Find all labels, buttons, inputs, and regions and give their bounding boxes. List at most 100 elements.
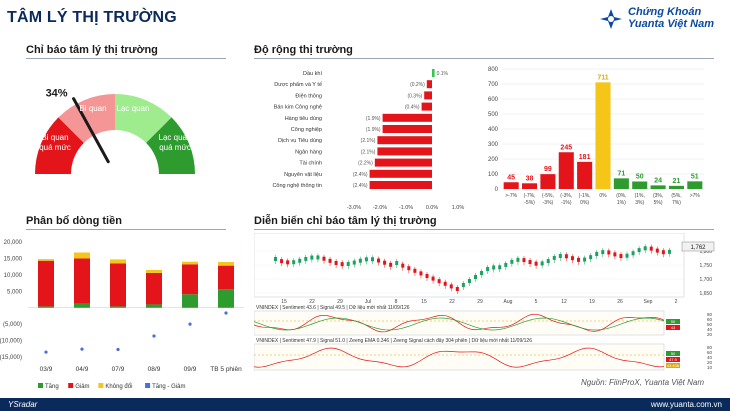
candle-body: [564, 254, 568, 259]
gauge-segment-label: Bi quan: [79, 104, 106, 113]
breadth-x-label: (-1%,: [579, 193, 591, 199]
breadth-bar: [577, 161, 593, 189]
sentiment-tick: 40: [707, 327, 713, 332]
flow-bar-segment: [38, 306, 54, 308]
candle-body: [425, 274, 429, 278]
flow-bar-segment: [110, 263, 126, 307]
flow-y-tick: (15,000): [0, 355, 22, 361]
legend-swatch: [38, 383, 43, 388]
breadth-value-label: 181: [579, 154, 591, 161]
breadth-x-label: 0%): [580, 200, 589, 206]
money-flow-chart: 20,000 15,000 10,000 5,000 (5,000) (10,000) (1…: [0, 240, 244, 390]
flow-bar-segment: [74, 303, 90, 308]
gauge-segment: [58, 94, 115, 143]
flow-x-label: 03/9: [40, 366, 53, 373]
section-title-breadth: Độ rộng thị trường: [254, 44, 353, 56]
zeeng-badge: [666, 351, 680, 356]
candle-body: [510, 259, 514, 264]
sector-bar: [382, 113, 432, 122]
brand-line1: Chứng Khoán: [628, 6, 702, 18]
zeeng-tick: 80: [707, 345, 713, 350]
candle-body: [395, 261, 399, 265]
candle-body: [298, 258, 302, 263]
section-divider: [254, 58, 714, 59]
zeeng-badge-label: 47.9: [669, 357, 678, 362]
breadth-x-label: >-7%: [505, 193, 517, 199]
candle-body: [613, 252, 617, 257]
sentiment-tick: 60: [707, 317, 713, 322]
sentiment-badge-label: 50: [671, 319, 676, 324]
breadth-value-label: 99: [544, 166, 552, 173]
candle-body: [595, 252, 599, 257]
breadth-bar: [687, 181, 703, 189]
flow-bar-segment: [110, 259, 126, 264]
breadth-value-label: 24: [654, 177, 662, 184]
candle-body: [504, 262, 508, 267]
candle-body: [401, 263, 405, 268]
candle-body: [474, 275, 477, 279]
candle-body: [625, 253, 629, 258]
sentiment-history-chart: 1,800 1,750 1,700 1,650 1,762 15 22 29 Jul 8 15 2…: [254, 233, 715, 371]
page-title: TÂM LÝ THỊ TRƯỜNG: [7, 9, 177, 26]
flow-bar-segment: [146, 272, 162, 305]
candle-body: [304, 256, 308, 261]
breadth-x-label: -5%): [524, 200, 535, 206]
sector-bar: [369, 169, 432, 178]
sector-value-label: 0.1%: [437, 71, 449, 77]
gauge-segment: [115, 94, 172, 143]
section-title-sentiment: Chỉ báo tâm lý thị trường: [26, 44, 158, 56]
flow-net-point: [152, 334, 156, 338]
candle-body: [322, 256, 326, 261]
breadth-x-label: (-3%,: [560, 193, 572, 199]
legend-label: Không đổi: [105, 383, 132, 390]
breadth-y-tick: 200: [488, 157, 499, 163]
flow-y-tick: 20,000: [4, 240, 23, 246]
candle-body: [601, 250, 605, 255]
brand-logo: Chứng Khoán Yuanta Việt Nam: [598, 6, 720, 32]
breadth-x-label: -3%): [543, 200, 554, 206]
price-last-badge: [681, 241, 715, 252]
sector-bar: [369, 181, 432, 189]
gauge-segment-label: Lạc quan: [159, 133, 192, 142]
breadth-x-label: (5%,: [671, 193, 681, 199]
candle-body: [346, 261, 350, 266]
flow-bar-segment: [182, 294, 198, 308]
breadth-bar: [650, 185, 666, 189]
price-last-label: 1,762: [690, 245, 706, 251]
flow-bar-segment: [146, 269, 162, 273]
history-x-tick: 29: [477, 299, 483, 305]
zeeng-badge: [666, 363, 680, 368]
gauge-segment: [146, 117, 195, 174]
breadth-bar: [668, 185, 684, 189]
gauge-segment-label: quá mức: [39, 143, 71, 152]
candle-body: [370, 257, 374, 262]
candle-body: [589, 255, 593, 260]
zeeng-line: [254, 347, 665, 368]
candle-body: [631, 251, 635, 256]
gauge-segment-label: quá mức: [159, 143, 191, 152]
footer-url[interactable]: www.yuanta.com.vn: [650, 400, 722, 409]
price-tick: 1,800: [699, 249, 712, 255]
breadth-value-label: 51: [691, 173, 699, 180]
sector-name: Dịch vụ Tiêu dùng: [278, 138, 322, 144]
brand-line2: Yuanta Việt Nam: [628, 18, 714, 30]
candle-body: [486, 267, 490, 271]
sector-name: Điện thông: [295, 93, 322, 99]
flow-bar-segment: [38, 260, 54, 307]
sector-bar: [432, 69, 435, 77]
sentiment-badge: [666, 325, 680, 330]
breadth-bar: [595, 82, 611, 189]
breadth-y-tick: 700: [488, 82, 499, 88]
candle-body: [607, 250, 611, 255]
candle-body: [643, 246, 647, 251]
history-x-tick: 5: [535, 299, 538, 305]
history-x-tick: 22: [309, 299, 315, 305]
sector-value-label: (0.2%): [410, 82, 425, 88]
breadth-x-label: 1%): [617, 200, 626, 206]
breadth-x-label: 0%: [599, 193, 607, 199]
candle-body: [419, 271, 423, 276]
zeeng-badge-label: 50: [671, 351, 676, 356]
history-x-tick: 15: [421, 299, 427, 305]
gauge-segment: [35, 117, 84, 174]
flow-bar-segment: [218, 262, 234, 266]
